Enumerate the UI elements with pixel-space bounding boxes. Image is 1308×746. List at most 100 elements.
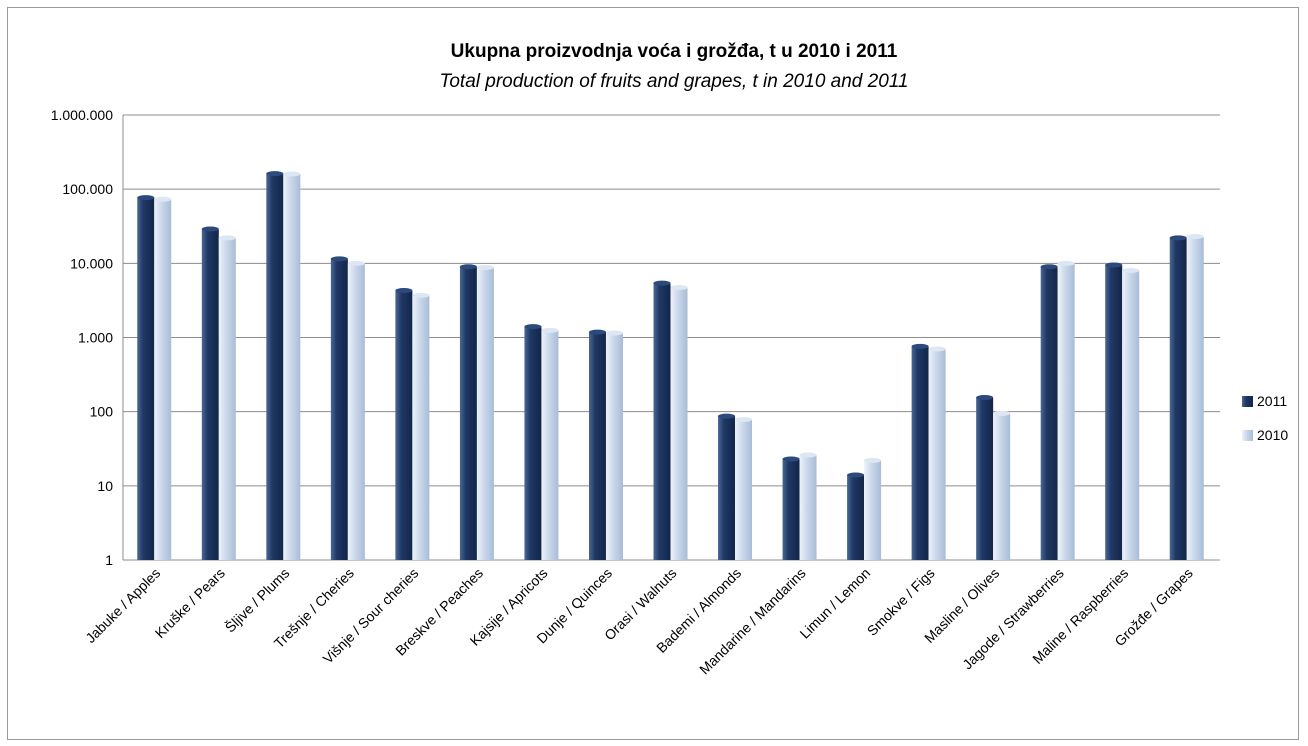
bar-2010	[1186, 234, 1204, 560]
bar-2011	[395, 288, 413, 560]
bar-body	[799, 455, 817, 560]
bars	[137, 171, 1204, 561]
bar-2011	[588, 329, 606, 560]
bar-2011	[266, 171, 284, 561]
bar-body	[847, 474, 865, 560]
bar-cap	[782, 456, 800, 462]
bar-cap	[541, 327, 559, 333]
chart-subtitle: Total production of fruits and grapes, t…	[440, 71, 909, 92]
bar-body	[864, 460, 882, 560]
bar-cap	[1169, 235, 1187, 241]
bar-2011	[911, 343, 929, 560]
bar-body	[476, 267, 494, 560]
bar-body	[653, 283, 671, 560]
bar-body	[782, 459, 800, 560]
bar-2010	[1057, 260, 1075, 560]
bar-body	[1122, 270, 1140, 560]
bar-body	[283, 174, 301, 560]
bar-2010	[1122, 268, 1140, 560]
bar-2011	[524, 324, 542, 560]
bar-cap	[653, 280, 671, 286]
bar-2011	[1040, 264, 1058, 560]
bar-body	[1186, 236, 1204, 560]
bar-cap	[395, 288, 413, 294]
bar-2011	[976, 395, 994, 560]
bar-cap	[1186, 234, 1204, 240]
y-tick-label: 10	[97, 478, 113, 494]
x-tick-label: Šljive / Plums	[222, 565, 293, 636]
bar-2010	[476, 264, 494, 560]
x-tick-label: Jabuke / Apples	[82, 565, 163, 646]
legend-label: 2010	[1257, 427, 1288, 443]
bar-2011	[653, 280, 671, 560]
bar-body	[911, 346, 929, 560]
bar-cap	[412, 292, 430, 298]
bar-body	[524, 326, 542, 560]
y-tick-label: 1.000.000	[51, 107, 113, 123]
bar-cap	[330, 256, 348, 262]
bar-2011	[782, 456, 800, 560]
bar-cap	[283, 171, 301, 177]
bar-cap	[1122, 268, 1140, 274]
bar-2011	[1169, 235, 1187, 560]
bar-cap	[799, 452, 817, 458]
bar-body	[928, 348, 946, 560]
bar-body	[1040, 266, 1058, 560]
bar-2010	[605, 330, 623, 560]
y-tick-label: 10.000	[70, 255, 113, 271]
bar-cap	[154, 196, 172, 202]
bar-body	[735, 419, 753, 560]
bar-body	[412, 295, 430, 560]
bar-body	[218, 237, 236, 560]
bar-cap	[588, 329, 606, 335]
bar-2011	[459, 264, 477, 560]
bar-cap	[928, 346, 946, 352]
bar-body	[1057, 263, 1075, 560]
chart-canvas: Ukupna proizvodnja voća i grožđa, t u 20…	[51, 41, 1289, 678]
bar-2011	[847, 472, 865, 560]
legend: 2011 2010	[1242, 393, 1288, 443]
bar-cap	[476, 264, 494, 270]
chart-title: Ukupna proizvodnja voća i grožđa, t u 20…	[451, 41, 898, 62]
x-tick-label: Mandarine / Mandarins	[696, 565, 809, 678]
bar-2010	[412, 292, 430, 560]
bar-2010	[993, 410, 1011, 560]
bar-body	[541, 330, 559, 560]
bar-2010	[154, 196, 172, 560]
bar-2010	[283, 171, 301, 560]
bar-2010	[864, 457, 882, 560]
bar-cap	[218, 235, 236, 241]
bar-2011	[330, 256, 348, 560]
y-tick-label: 100	[90, 404, 114, 420]
bar-cap	[718, 413, 736, 419]
y-axis-tick-labels: 1 10 100 1.000 10.000 100.000 1.000.000	[51, 107, 114, 568]
chart-frame: Ukupna proizvodnja voća i grožđa, t u 20…	[7, 7, 1299, 740]
bar-2010	[928, 346, 946, 560]
bar-body	[670, 287, 688, 560]
bar-body	[588, 332, 606, 560]
bar-cap	[911, 343, 929, 349]
bar-2011	[718, 413, 736, 560]
bar-body	[347, 263, 365, 560]
bar-body	[266, 173, 284, 561]
legend-label: 2011	[1257, 393, 1287, 409]
y-tick-label: 1.000	[78, 330, 113, 346]
bar-cap	[670, 285, 688, 291]
bar-cap	[864, 457, 882, 463]
legend-swatch	[1242, 430, 1253, 441]
bar-cap	[976, 395, 994, 401]
bar-cap	[1057, 260, 1075, 266]
bar-body	[718, 416, 736, 560]
bar-cap	[605, 330, 623, 336]
bar-2010	[218, 235, 236, 560]
bar-body	[993, 413, 1011, 560]
bar-cap	[735, 417, 753, 423]
bar-2011	[1105, 262, 1123, 560]
bar-2010	[347, 260, 365, 560]
bar-2010	[541, 327, 559, 560]
bar-body	[137, 197, 155, 560]
legend-swatch	[1242, 396, 1253, 407]
bar-cap	[459, 264, 477, 270]
bar-cap	[1040, 264, 1058, 270]
bar-2011	[137, 195, 155, 560]
